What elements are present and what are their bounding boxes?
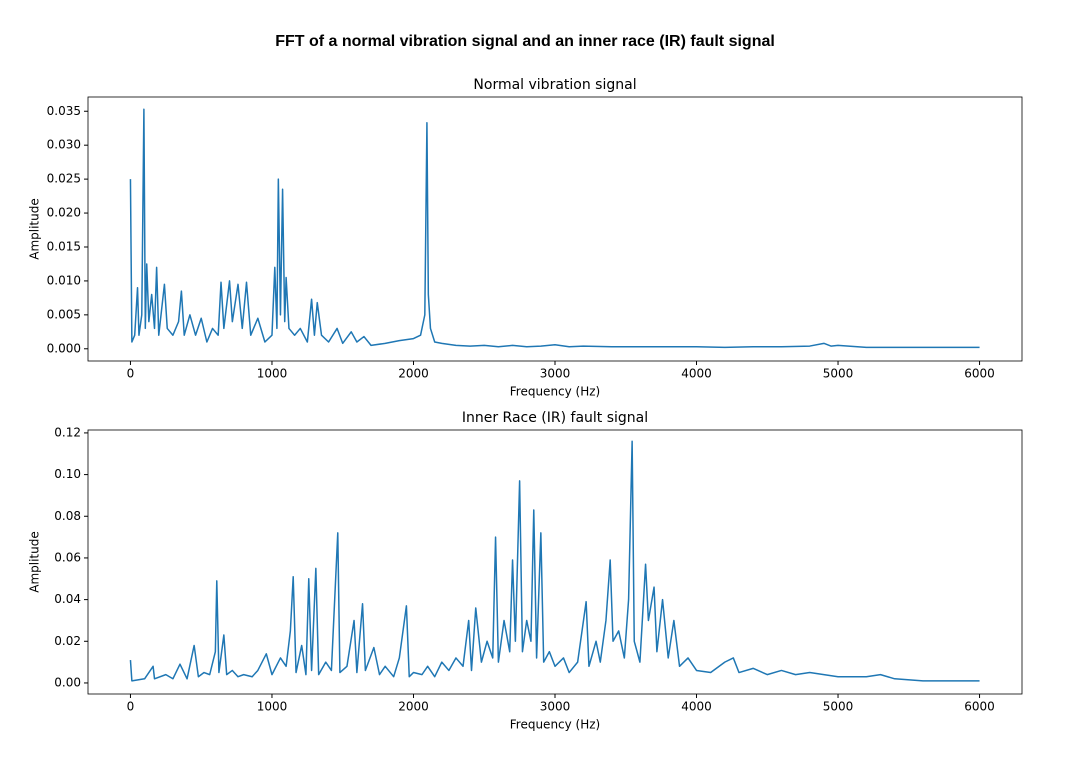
figure-title: FFT of a normal vibration signal and an … xyxy=(275,33,775,50)
x-axis-label: Frequency (Hz) xyxy=(510,385,601,399)
y-tick-label: 0.06 xyxy=(54,550,81,564)
y-tick-label: 0.10 xyxy=(54,467,81,481)
y-tick-label: 0.020 xyxy=(47,206,81,220)
x-tick-label: 3000 xyxy=(540,700,571,714)
x-tick-label: 5000 xyxy=(823,367,854,381)
x-tick-label: 4000 xyxy=(681,367,712,381)
y-tick-label: 0.02 xyxy=(54,634,81,648)
x-tick-label: 0 xyxy=(127,367,135,381)
signal-line xyxy=(129,108,980,349)
y-tick-label: 0.025 xyxy=(47,172,81,186)
y-axis-label: Amplitude xyxy=(28,531,42,593)
plot-frame xyxy=(87,96,1023,362)
x-tick-label: 6000 xyxy=(964,700,995,714)
y-tick-label: 0.12 xyxy=(54,425,81,439)
x-tick-label: 6000 xyxy=(964,367,995,381)
y-tick-label: 0.005 xyxy=(47,307,81,321)
x-tick-label: 1000 xyxy=(257,367,288,381)
y-tick-label: 0.035 xyxy=(47,104,81,118)
y-tick-label: 0.030 xyxy=(47,138,81,152)
subplot-title: Normal vibration signal xyxy=(473,77,636,93)
x-tick-label: 2000 xyxy=(398,367,429,381)
x-tick-label: 2000 xyxy=(398,700,429,714)
x-tick-label: 4000 xyxy=(681,700,712,714)
plot-frame xyxy=(87,429,1023,695)
y-axis-label: Amplitude xyxy=(28,198,42,260)
y-tick-label: 0.000 xyxy=(47,341,81,355)
x-axis-label: Frequency (Hz) xyxy=(510,718,601,732)
y-tick-label: 0.010 xyxy=(47,273,81,287)
subplot-title: Inner Race (IR) fault signal xyxy=(462,410,648,426)
x-tick-label: 3000 xyxy=(540,367,571,381)
y-tick-label: 0.00 xyxy=(54,675,81,689)
y-tick-label: 0.015 xyxy=(47,239,81,253)
y-tick-label: 0.04 xyxy=(54,592,81,606)
x-tick-label: 0 xyxy=(127,700,135,714)
signal-line xyxy=(129,440,980,682)
x-tick-label: 5000 xyxy=(823,700,854,714)
y-tick-label: 0.08 xyxy=(54,509,81,523)
x-tick-label: 1000 xyxy=(257,700,288,714)
